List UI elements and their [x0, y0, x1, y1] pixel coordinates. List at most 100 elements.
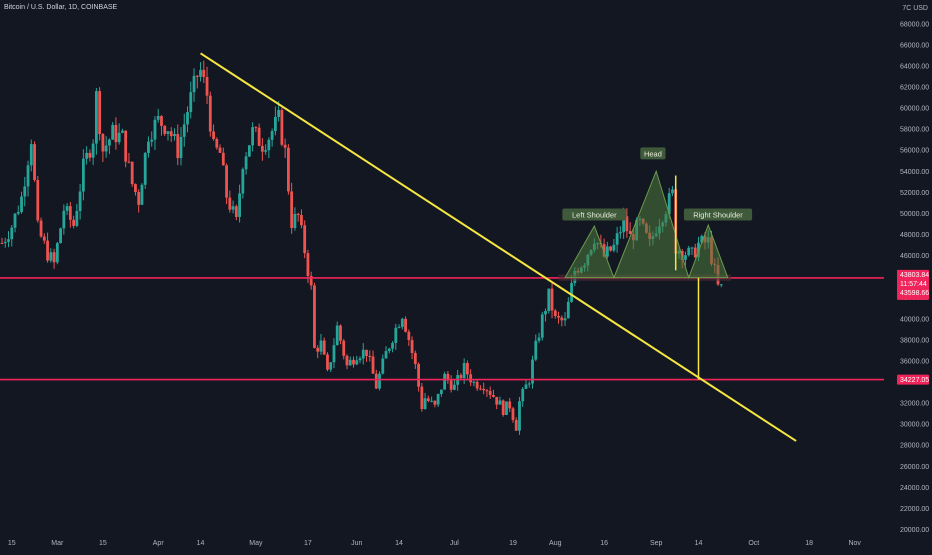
- support-price-badge-text: 34227.05: [900, 377, 929, 384]
- price-tick-label: 30000.00: [900, 422, 929, 429]
- candle-body: [602, 244, 606, 257]
- candle-body: [150, 139, 154, 142]
- candle-body: [163, 125, 167, 134]
- price-tick-label: 20000.00: [900, 527, 929, 534]
- candle-body: [485, 390, 489, 392]
- candle-body: [690, 247, 694, 249]
- candle-body: [426, 398, 430, 401]
- price-tick-label: 66000.00: [900, 42, 929, 49]
- candle-body: [462, 363, 466, 379]
- price-tick-label: 36000.00: [900, 358, 929, 365]
- candle-body: [13, 213, 17, 228]
- candle-body: [215, 139, 219, 148]
- candle-body: [407, 331, 411, 341]
- candle-body: [231, 206, 235, 210]
- candle-body: [345, 355, 349, 366]
- candle-body: [404, 318, 407, 332]
- candle-body: [687, 247, 691, 256]
- candle-body: [570, 282, 573, 302]
- price-tick-label: 50000.00: [900, 211, 929, 218]
- head-and-shoulders-pattern: [564, 169, 729, 280]
- candle-body: [466, 363, 469, 375]
- candle-body: [205, 77, 209, 96]
- candle-body: [684, 255, 687, 260]
- candle-body: [264, 150, 268, 152]
- candle-body: [287, 147, 290, 192]
- time-tick-label: 18: [805, 540, 813, 547]
- candle-body: [505, 401, 508, 415]
- candle-body: [667, 193, 671, 215]
- candle-body: [212, 131, 215, 140]
- candle-body: [397, 326, 401, 328]
- candle-body: [94, 91, 98, 144]
- time-tick-label: 17: [304, 540, 312, 547]
- current-price-badge-text: 11:57:44: [900, 281, 927, 288]
- candle-body: [111, 124, 115, 140]
- candle-body: [319, 340, 323, 352]
- time-tick-label: May: [249, 540, 263, 547]
- candle-body: [270, 131, 274, 140]
- candle-body: [514, 420, 518, 431]
- candle-body: [446, 373, 450, 381]
- candle-body: [293, 213, 297, 229]
- candle-body: [176, 133, 180, 159]
- candle-body: [140, 184, 144, 205]
- candle-body: [130, 161, 134, 185]
- candle-body: [49, 252, 53, 261]
- price-tick-label: 28000.00: [900, 443, 929, 450]
- candle-body: [208, 95, 212, 132]
- candle-body: [33, 144, 36, 181]
- candle-body: [618, 232, 622, 234]
- candle-body: [436, 393, 440, 405]
- candle-body: [612, 244, 616, 251]
- candle-body: [290, 191, 294, 229]
- candle-body: [23, 186, 27, 197]
- symbol-title: Bitcoin / U.S. Dollar, 1D, COINBASE: [4, 4, 118, 11]
- candle-body: [143, 152, 147, 185]
- candle-body: [127, 161, 131, 163]
- price-tick-label: 64000.00: [900, 63, 929, 70]
- candle-body: [413, 353, 417, 364]
- candle-body: [511, 408, 515, 421]
- candle-body: [283, 144, 287, 148]
- candle-body: [160, 116, 163, 126]
- candle-body: [326, 354, 329, 370]
- candle-body: [566, 301, 570, 319]
- candle-body: [553, 310, 557, 316]
- candle-body: [342, 340, 346, 356]
- candle-body: [521, 388, 525, 402]
- candle-body: [433, 400, 437, 405]
- candle-body: [68, 206, 72, 220]
- time-tick-label: 15: [8, 540, 16, 547]
- candle-body: [391, 342, 394, 349]
- candle-body: [420, 386, 424, 410]
- candle-body: [273, 116, 277, 132]
- time-tick-label: Jul: [450, 540, 459, 547]
- price-tick-label: 24000.00: [900, 485, 929, 492]
- candle-body: [488, 391, 492, 395]
- candle-body: [29, 144, 33, 166]
- candle-body: [472, 381, 476, 383]
- time-tick-label: Oct: [748, 540, 759, 547]
- candle-body: [378, 373, 381, 389]
- candle-body: [244, 156, 248, 170]
- candle-body: [697, 242, 700, 258]
- candle-body: [62, 210, 66, 229]
- candle-body: [238, 193, 241, 217]
- price-tick-label: 68000.00: [900, 21, 929, 28]
- drawings-group: Left Shoulder Head Right Shoulder: [0, 52, 884, 442]
- candle-body: [88, 152, 92, 158]
- candle-body: [218, 147, 222, 153]
- candle-body: [156, 116, 160, 120]
- candle-body: [121, 130, 124, 133]
- candle-body: [173, 133, 176, 137]
- candle-body: [225, 165, 228, 198]
- time-tick-label: 15: [99, 540, 107, 547]
- candle-body: [625, 216, 629, 232]
- current-price-badge-text: 43598.66: [900, 290, 929, 297]
- candle-body: [329, 362, 333, 370]
- candle-body: [335, 325, 339, 346]
- candle-body: [423, 398, 427, 410]
